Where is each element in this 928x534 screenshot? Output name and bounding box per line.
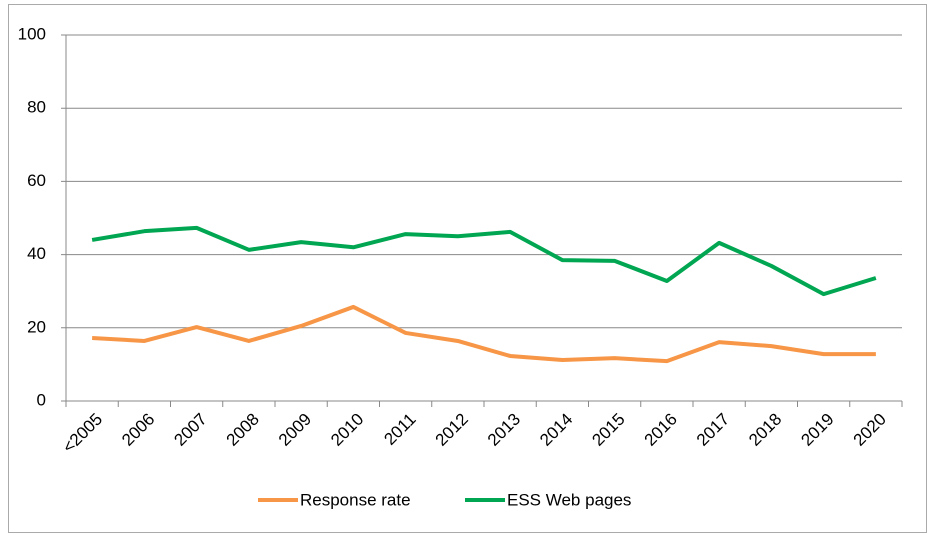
legend-label: Response rate — [300, 490, 411, 509]
x-tick-label: 2008 — [223, 410, 263, 450]
series-line — [92, 304, 876, 364]
series-line — [91, 225, 877, 297]
x-tick-label: 2011 — [380, 410, 419, 449]
y-tick-label: 100 — [18, 24, 46, 43]
x-tick-label: <2005 — [59, 410, 106, 457]
legend-label: ESS Web pages — [507, 490, 631, 509]
x-tick-label: 2017 — [693, 410, 733, 450]
y-tick-label: 20 — [27, 317, 46, 336]
y-tick-label: 60 — [27, 171, 46, 190]
x-tick-label: 2007 — [170, 410, 210, 450]
x-tick-label: 2018 — [745, 410, 785, 450]
y-tick-label: 80 — [27, 98, 46, 117]
x-tick-label: 2009 — [275, 410, 315, 450]
x-tick-label: 2013 — [484, 410, 524, 450]
y-tick-label: 0 — [37, 390, 46, 409]
x-tick-label: 2014 — [536, 410, 576, 450]
x-tick-label: 2020 — [850, 410, 890, 450]
x-tick-label: 2019 — [797, 410, 837, 450]
x-tick-label: 2015 — [588, 410, 628, 450]
x-tick-label: 2010 — [327, 410, 367, 450]
y-tick-label: 40 — [27, 244, 46, 263]
x-tick-label: 2006 — [118, 410, 158, 450]
chart-border — [8, 4, 927, 533]
x-tick-label: 2012 — [432, 410, 472, 450]
x-tick-label: 2016 — [641, 410, 681, 450]
